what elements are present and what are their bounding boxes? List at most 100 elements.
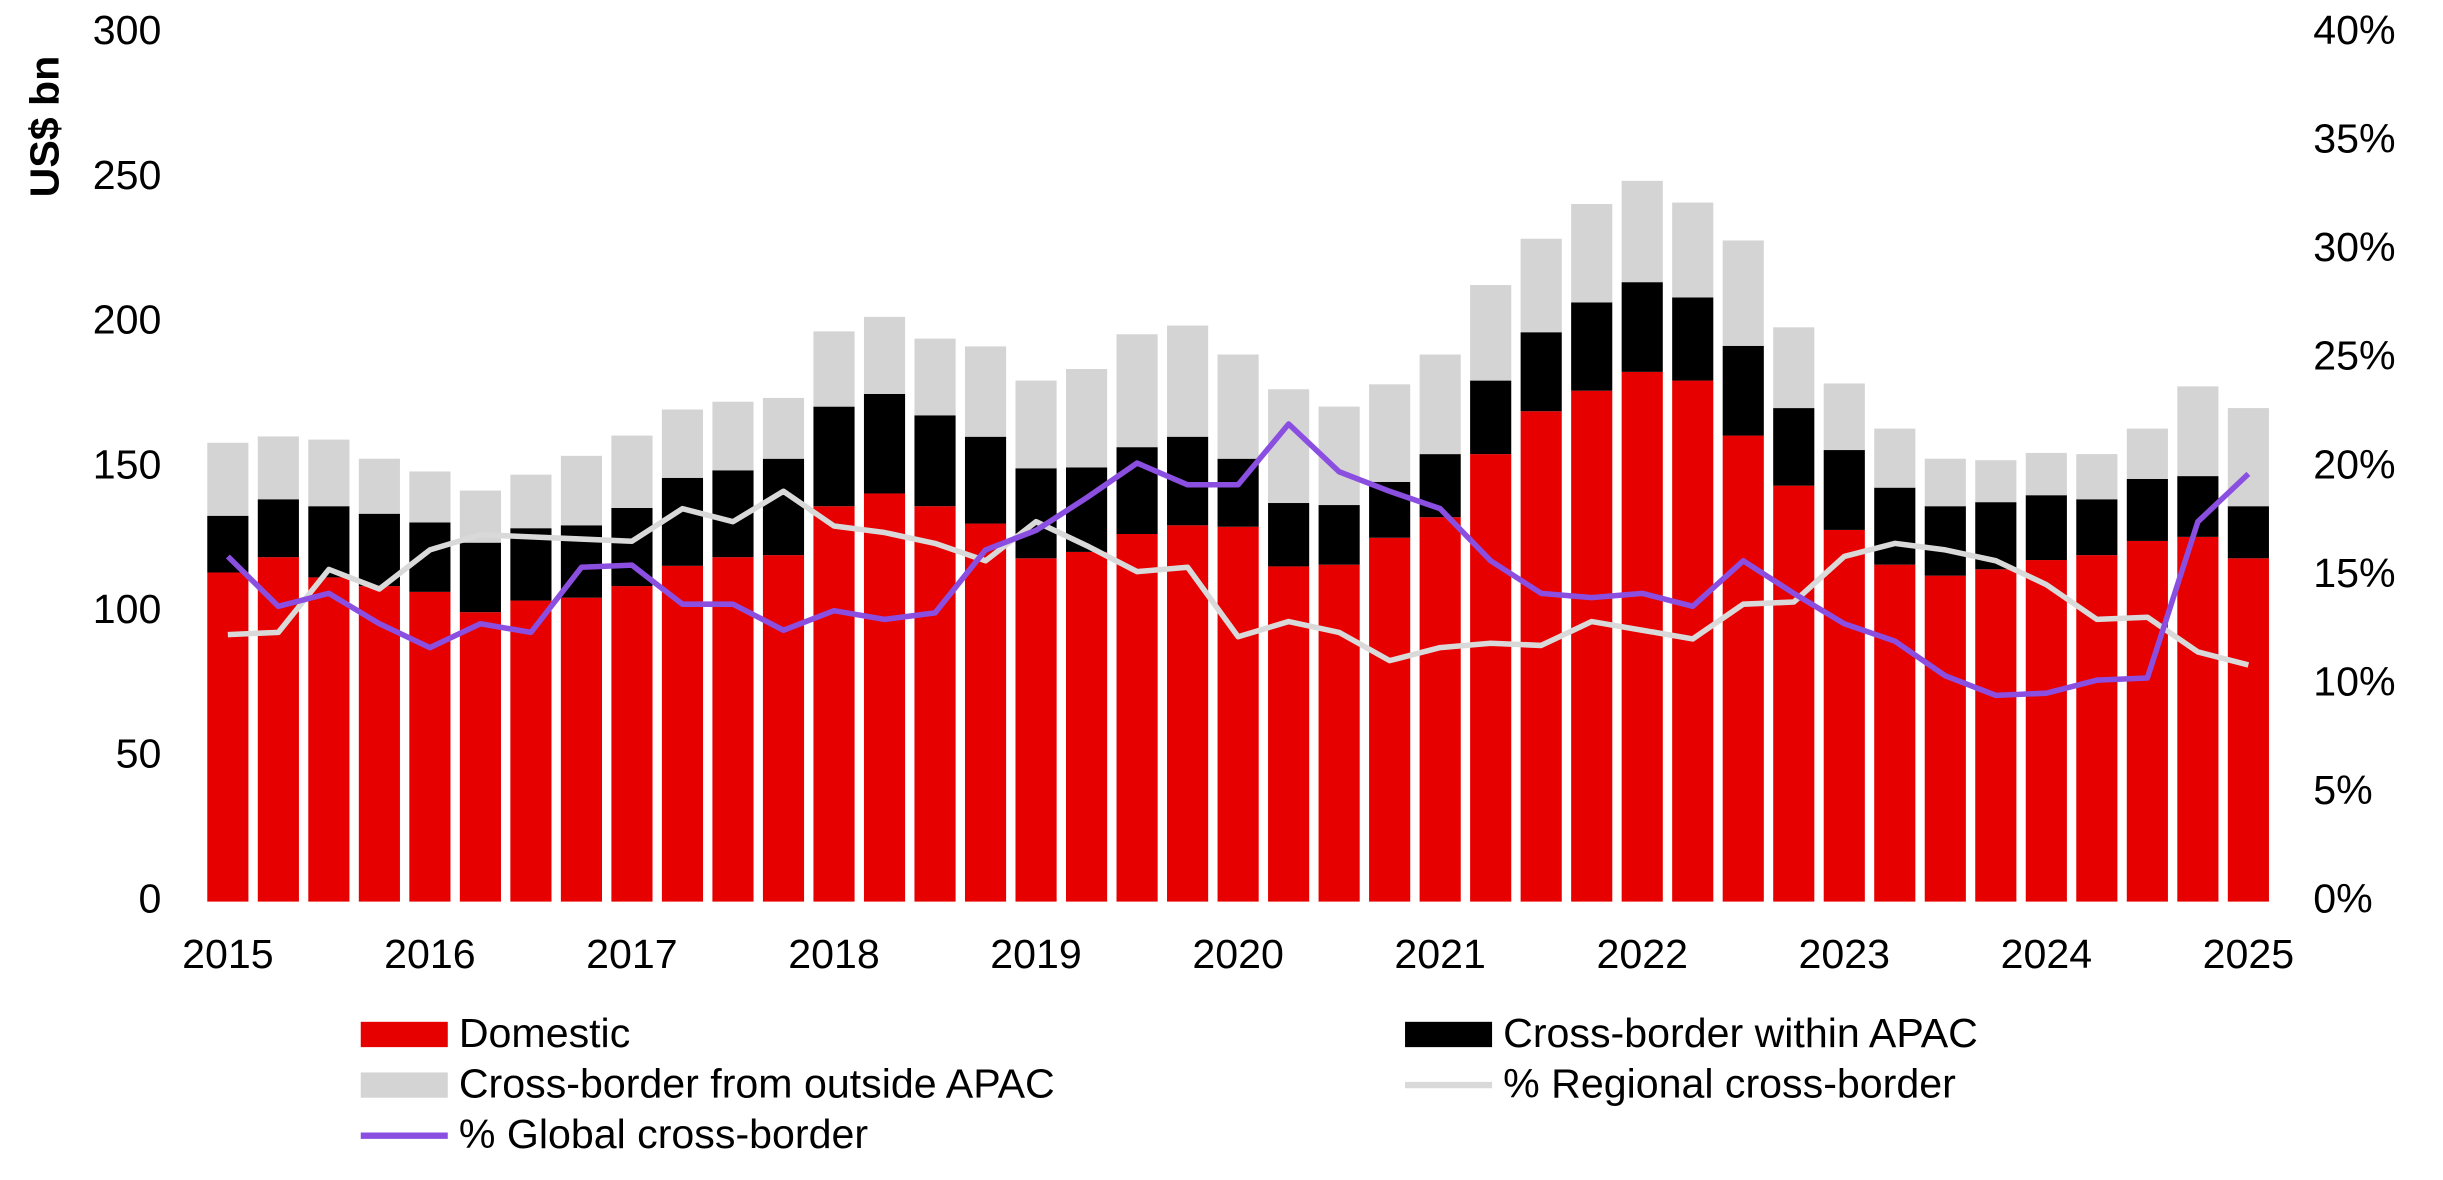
- y-tick-label: 50: [116, 731, 162, 777]
- bar: [1672, 202, 1714, 298]
- bar: [207, 515, 249, 573]
- bar: [1419, 354, 1461, 455]
- bar: [1015, 380, 1057, 469]
- bar: [813, 506, 855, 902]
- bar: [308, 577, 350, 902]
- bar: [1571, 390, 1613, 902]
- bar: [1015, 468, 1057, 559]
- bar: [1773, 485, 1815, 902]
- y2-tick-label: 0%: [2313, 875, 2372, 921]
- bar: [2227, 506, 2269, 559]
- bar: [358, 458, 400, 514]
- y2-tick-label: 10%: [2313, 658, 2395, 704]
- bar: [863, 316, 906, 394]
- bar: [712, 557, 754, 902]
- bar: [611, 435, 653, 508]
- bar: [2076, 499, 2118, 556]
- y2-tick-label: 25%: [2313, 333, 2395, 379]
- bar: [611, 586, 653, 902]
- bar: [1924, 458, 1966, 507]
- y-tick-label: 100: [93, 586, 162, 632]
- x-tick-label: 2019: [990, 931, 1082, 977]
- bar: [1167, 325, 1209, 437]
- bar: [2177, 536, 2219, 902]
- bar: [1318, 505, 1360, 565]
- bar: [257, 499, 299, 558]
- bar: [2025, 560, 2067, 902]
- legend-swatch: [1405, 1021, 1493, 1048]
- bar: [762, 555, 805, 902]
- bar: [2025, 495, 2067, 561]
- bar: [1975, 569, 2017, 902]
- bar: [1066, 368, 1108, 468]
- x-tick-label: 2015: [182, 931, 274, 977]
- bar: [1167, 525, 1209, 902]
- x-tick-label: 2016: [384, 931, 476, 977]
- line: [227, 488, 2250, 668]
- x-tick-label: 2020: [1192, 931, 1284, 977]
- bar: [863, 493, 906, 902]
- bar: [1621, 371, 1663, 902]
- bar: [257, 436, 299, 500]
- bar: [560, 455, 603, 526]
- x-tick-label: 2022: [1596, 931, 1688, 977]
- bar: [308, 506, 350, 578]
- y2-tick-label: 20%: [2313, 441, 2395, 487]
- bar: [964, 436, 1007, 524]
- y-tick-label: 200: [93, 297, 162, 343]
- bar: [813, 406, 855, 507]
- bar: [1217, 354, 1259, 459]
- bar: [964, 346, 1007, 437]
- bar: [1520, 332, 1562, 412]
- x-tick-label: 2023: [1799, 931, 1891, 977]
- bar: [2126, 478, 2168, 541]
- bar: [661, 565, 704, 902]
- bar: [1470, 285, 1512, 381]
- y2-tick-label: 5%: [2313, 767, 2372, 813]
- bar: [1874, 564, 1916, 902]
- bar: [510, 528, 552, 601]
- bar: [2227, 408, 2269, 507]
- bar: [1268, 566, 1310, 902]
- y-tick-label: 300: [93, 7, 162, 53]
- y-tick-label: 0: [139, 875, 162, 921]
- bar: [1722, 435, 1764, 902]
- bar: [1369, 537, 1411, 902]
- bar: [358, 513, 400, 587]
- legend-swatch: [360, 1021, 448, 1048]
- y2-tick-label: 40%: [2313, 7, 2395, 53]
- legend-label: Cross-border within APAC: [1503, 1010, 1978, 1056]
- bar: [2025, 452, 2067, 496]
- line: [225, 421, 2251, 699]
- bar: [459, 612, 501, 902]
- bar: [560, 597, 603, 902]
- bar: [1722, 345, 1764, 436]
- bar: [661, 409, 704, 478]
- bar: [1823, 450, 1865, 530]
- bar: [1621, 282, 1663, 372]
- y-tick-label: 250: [93, 152, 162, 198]
- bar: [1419, 517, 1461, 902]
- bar: [914, 506, 956, 902]
- bar: [207, 442, 249, 516]
- bar: [914, 415, 956, 507]
- bar: [661, 477, 704, 566]
- bar: [1217, 526, 1259, 902]
- bar: [1823, 529, 1865, 902]
- bar: [914, 338, 956, 416]
- bar: [2126, 540, 2168, 902]
- bar: [459, 542, 501, 613]
- legend-label: Cross-border from outside APAC: [459, 1061, 1055, 1107]
- x-tick-label: 2021: [1394, 931, 1486, 977]
- bar: [358, 586, 400, 902]
- x-tick-label: 2025: [2203, 931, 2295, 977]
- bar: [1924, 506, 1966, 576]
- bar: [1823, 383, 1865, 451]
- bar: [1924, 575, 1966, 902]
- bar: [1369, 384, 1411, 482]
- bar: [762, 397, 805, 459]
- x-tick-label: 2024: [2001, 931, 2093, 977]
- bar: [2126, 428, 2168, 479]
- bar: [1773, 408, 1815, 486]
